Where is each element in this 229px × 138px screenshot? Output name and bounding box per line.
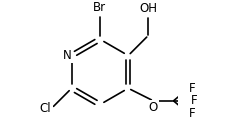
Text: N: N [63, 49, 71, 62]
Text: F: F [188, 107, 194, 120]
Text: Br: Br [93, 1, 106, 14]
Text: Cl: Cl [40, 102, 51, 115]
Text: OH: OH [139, 2, 157, 15]
Text: O: O [148, 101, 157, 114]
Text: F: F [188, 82, 194, 95]
Text: F: F [190, 94, 197, 107]
